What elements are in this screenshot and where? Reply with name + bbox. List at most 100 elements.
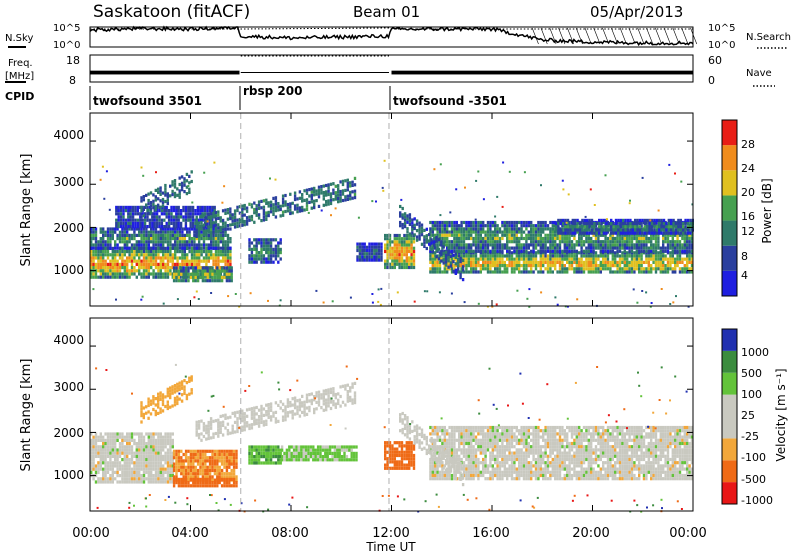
- velocity-cell: [208, 475, 212, 479]
- power-arc-cell: [325, 203, 328, 207]
- power-cell: [438, 230, 442, 234]
- velocity-cell: [133, 470, 136, 474]
- power-cell: [167, 221, 171, 225]
- power-cell: [124, 225, 128, 229]
- power-cell: [508, 264, 511, 268]
- power-cell: [212, 246, 215, 250]
- power-cell: [650, 218, 654, 222]
- power-arc-cell: [305, 198, 309, 202]
- power-cell: [472, 224, 475, 228]
- power-arc-cell: [341, 182, 345, 187]
- power-cell: [200, 250, 203, 254]
- velocity-cell: [116, 448, 119, 452]
- power-scatter-cell: [115, 298, 117, 301]
- power-heatmap: [90, 113, 694, 308]
- power-cell: [102, 233, 105, 237]
- power-cell: [405, 256, 408, 260]
- power-arc-cell: [233, 222, 237, 226]
- power-cell: [90, 237, 93, 241]
- velocity-cell: [123, 464, 126, 468]
- velocity-cell: [140, 480, 143, 484]
- velocity-cell: [204, 459, 207, 463]
- power-arc-cell: [415, 238, 419, 242]
- power-cell: [193, 253, 196, 257]
- power-cell: [123, 275, 126, 279]
- velocity-cell: [140, 432, 143, 436]
- power-cell: [162, 246, 165, 250]
- power-cell: [147, 259, 150, 263]
- power-cell: [573, 260, 576, 264]
- power-arc-cell: [296, 206, 299, 211]
- power-cell: [546, 249, 550, 253]
- power-cell: [666, 236, 670, 241]
- power-cell: [224, 246, 227, 250]
- power-arc-cell: [202, 213, 206, 218]
- velocity-cell: [201, 484, 205, 488]
- power-arc-cell: [329, 192, 333, 196]
- power-cell: [222, 233, 225, 237]
- power-cell: [626, 228, 630, 232]
- velocity-cell: [213, 465, 217, 469]
- power-cell: [551, 243, 554, 247]
- velocity-cell: [109, 480, 112, 484]
- power-cell: [184, 205, 188, 209]
- power-cell: [462, 270, 466, 274]
- power-cell: [610, 222, 613, 226]
- velocity-cell: [135, 470, 138, 474]
- power-arc-cell: [142, 195, 145, 199]
- power-cell: [114, 243, 117, 247]
- velocity-cell: [126, 454, 129, 458]
- velocity-cell: [118, 461, 122, 465]
- power-cell: [686, 243, 689, 247]
- power-cell: [580, 240, 583, 244]
- velocity-cell: [166, 480, 170, 484]
- power-cell: [157, 237, 160, 241]
- power-cell: [513, 233, 516, 237]
- power-cell: [600, 228, 603, 232]
- power-cell: [262, 257, 266, 261]
- noise-dense-segment: [628, 27, 636, 45]
- power-arc-cell: [229, 210, 232, 214]
- power-cell: [115, 205, 118, 209]
- power-cell: [361, 258, 364, 262]
- power-cell: [142, 253, 146, 257]
- power-cell: [544, 249, 547, 253]
- velocity-cell: [121, 438, 124, 442]
- power-cell: [97, 253, 100, 257]
- power-cell: [130, 243, 134, 247]
- power-cell: [145, 227, 148, 231]
- power-cell: [666, 270, 670, 274]
- power-scatter-cell: [349, 296, 352, 299]
- velocity-cell: [135, 442, 138, 446]
- velocity-cell: [171, 438, 174, 442]
- power-arc-cell: [322, 197, 325, 201]
- power-scatter-cell: [659, 222, 661, 224]
- power-cell: [130, 269, 134, 273]
- velocity-cell: [150, 477, 153, 481]
- velocity-cell: [152, 435, 155, 439]
- power-cell: [111, 275, 114, 279]
- velocity-cell: [135, 461, 138, 465]
- power-cell: [623, 254, 626, 258]
- power-arc-cell: [152, 206, 155, 210]
- power-cell: [455, 243, 458, 247]
- power-cell: [539, 233, 542, 237]
- power-cell: [635, 264, 638, 268]
- power-cell: [429, 249, 432, 253]
- velocity-cell: [140, 458, 143, 462]
- velocity-cell: [118, 451, 122, 455]
- velocity-cell: [123, 451, 126, 455]
- power-cell: [688, 260, 691, 264]
- power-cell: [188, 237, 191, 241]
- power-cell: [561, 224, 564, 228]
- power-arc-cell: [301, 193, 304, 197]
- velocity-cell: [189, 468, 193, 473]
- power-cell: [676, 254, 679, 258]
- power-cell: [176, 250, 179, 254]
- noise-dense-segment: [681, 27, 689, 45]
- velocity-cell: [232, 465, 236, 469]
- power-cell: [537, 243, 540, 247]
- power-arc-cell: [217, 213, 220, 217]
- power-cell: [114, 240, 117, 244]
- power-cell: [363, 258, 366, 262]
